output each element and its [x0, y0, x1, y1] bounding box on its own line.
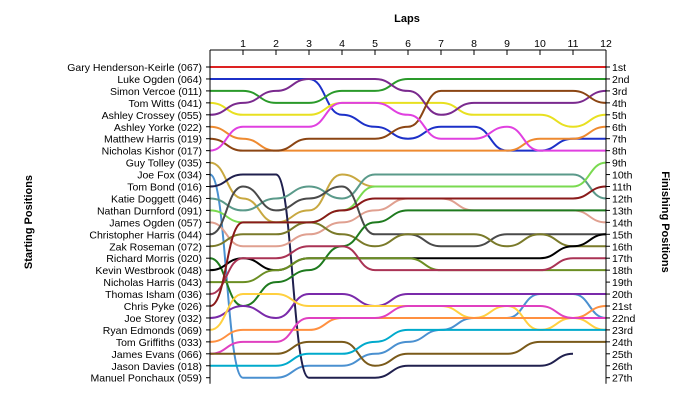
- finish-label-13th: 13th: [612, 205, 633, 217]
- finish-label-1st: 1st: [612, 62, 626, 74]
- start-label-7: Matthew Harris (019): [104, 134, 202, 146]
- series-line-12: [209, 173, 607, 212]
- lap-label-10: 10: [534, 38, 546, 50]
- series-line-18: [209, 233, 607, 272]
- finish-label-2nd: 2nd: [612, 74, 630, 86]
- start-label-16: Zak Roseman (072): [109, 241, 202, 253]
- finish-label-22nd: 22nd: [612, 313, 636, 325]
- lap-label-6: 6: [405, 38, 411, 50]
- finish-label-9th: 9th: [612, 158, 627, 170]
- finish-label-26th: 26th: [612, 361, 633, 373]
- start-label-23: Ryan Edmonds (069): [103, 325, 202, 337]
- finish-label-18th: 18th: [612, 265, 633, 277]
- start-label-11: Tom Bond (016): [127, 182, 202, 194]
- lap-label-3: 3: [306, 38, 312, 50]
- finish-label-20th: 20th: [612, 289, 633, 301]
- start-label-6: Ashley Yorke (022): [114, 122, 202, 134]
- series-line-4: [209, 101, 607, 128]
- finish-label-15th: 15th: [612, 229, 633, 241]
- series-line-26: [209, 340, 606, 367]
- series-line-10: [209, 173, 607, 379]
- series-line-5: [209, 77, 607, 116]
- lap-label-5: 5: [372, 38, 378, 50]
- series-line-20: [209, 245, 606, 296]
- series-line-3: [210, 77, 606, 104]
- start-label-9: Guy Tolley (035): [126, 158, 202, 170]
- finish-label-3rd: 3rd: [612, 86, 627, 98]
- finish-label-17th: 17th: [612, 253, 633, 265]
- start-label-14: James Ogden (057): [109, 217, 202, 229]
- start-label-27: Manuel Ponchaux (059): [91, 373, 203, 385]
- start-label-17: Richard Morris (020): [106, 253, 202, 265]
- series-line-27: [210, 328, 606, 367]
- finish-label-8th: 8th: [612, 146, 627, 158]
- lap-label-8: 8: [471, 38, 477, 50]
- start-label-22: Joe Storey (032): [124, 313, 202, 325]
- start-label-8: Nicholas Kishor (017): [102, 146, 202, 158]
- axes: [209, 49, 607, 384]
- start-label-10: Joe Fox (034): [137, 170, 202, 182]
- series-line-24: [209, 305, 607, 343]
- finish-label-12th: 12th: [612, 193, 633, 205]
- start-label-1: Gary Henderson-Keirle (067): [67, 62, 202, 74]
- lap-label-4: 4: [339, 38, 345, 50]
- finish-label-7th: 7th: [612, 134, 627, 146]
- right-axis-title: Finishing Positions: [659, 171, 671, 272]
- series-line-9: [209, 161, 376, 224]
- start-label-25: James Evans (066): [112, 349, 202, 361]
- finish-label-27th: 27th: [612, 373, 633, 385]
- finish-label-16th: 16th: [612, 241, 633, 253]
- finish-label-25th: 25th: [612, 349, 633, 361]
- series-lines: [209, 66, 607, 379]
- lap-label-9: 9: [504, 38, 510, 50]
- finish-label-4th: 4th: [612, 98, 627, 110]
- lap-label-1: 1: [240, 38, 246, 50]
- series-line-22: [209, 293, 606, 319]
- starting-position-labels: Gary Henderson-Keirle (067)Luke Ogden (0…: [67, 62, 210, 385]
- finish-label-5th: 5th: [612, 110, 627, 122]
- start-label-4: Tom Witts (041): [128, 98, 202, 110]
- start-label-21: Chris Pyke (026): [124, 301, 202, 313]
- start-label-5: Ashley Crossey (055): [102, 110, 202, 122]
- finish-label-23rd: 23rd: [612, 325, 633, 337]
- series-line-21: [209, 185, 607, 307]
- lap-label-12: 12: [600, 38, 612, 50]
- start-label-15: Christopher Harris (044): [89, 229, 202, 241]
- finish-label-21st: 21st: [612, 301, 632, 313]
- series-line-11: [209, 173, 574, 379]
- series-line-7: [209, 89, 607, 152]
- start-label-20: Thomas Isham (036): [105, 289, 202, 301]
- lap-ticks: 1 2 3 4 5 6 7 8 9 10 11 12: [209, 38, 612, 55]
- lap-label-7: 7: [438, 38, 444, 50]
- series-line-13: [209, 161, 607, 224]
- finish-label-6th: 6th: [612, 122, 627, 134]
- finish-label-10th: 10th: [612, 170, 633, 182]
- start-label-19: Nicholas Harris (043): [103, 277, 202, 289]
- finish-label-19th: 19th: [612, 277, 633, 289]
- start-label-18: Kevin Westbrook (048): [95, 265, 202, 277]
- lap-label-11: 11: [568, 38, 579, 50]
- start-label-26: Jason Davies (018): [112, 361, 202, 373]
- finish-label-14th: 14th: [612, 217, 633, 229]
- finish-label-11th: 11th: [612, 182, 632, 194]
- chart-title: Laps: [394, 13, 420, 25]
- start-label-13: Nathan Durnford (091): [97, 205, 202, 217]
- series-line-8: [209, 101, 606, 152]
- start-label-12: Katie Doggett (046): [111, 193, 202, 205]
- finishing-position-labels: 1st2nd3rd4th5th6th7th8th9th10th11th12th1…: [606, 62, 636, 385]
- start-label-3: Simon Vercoe (011): [110, 86, 202, 98]
- lap-label-2: 2: [273, 38, 279, 50]
- series-line-23: [209, 293, 607, 331]
- series-line-15: [209, 185, 606, 248]
- finish-label-24th: 24th: [612, 337, 633, 349]
- left-axis-title: Starting Positions: [23, 175, 35, 269]
- series-line-16: [209, 221, 606, 248]
- start-label-24: Tom Griffiths (033): [116, 337, 202, 349]
- series-line-25: [209, 305, 606, 355]
- start-label-2: Luke Ogden (064): [117, 74, 202, 86]
- series-line-17: [209, 209, 606, 308]
